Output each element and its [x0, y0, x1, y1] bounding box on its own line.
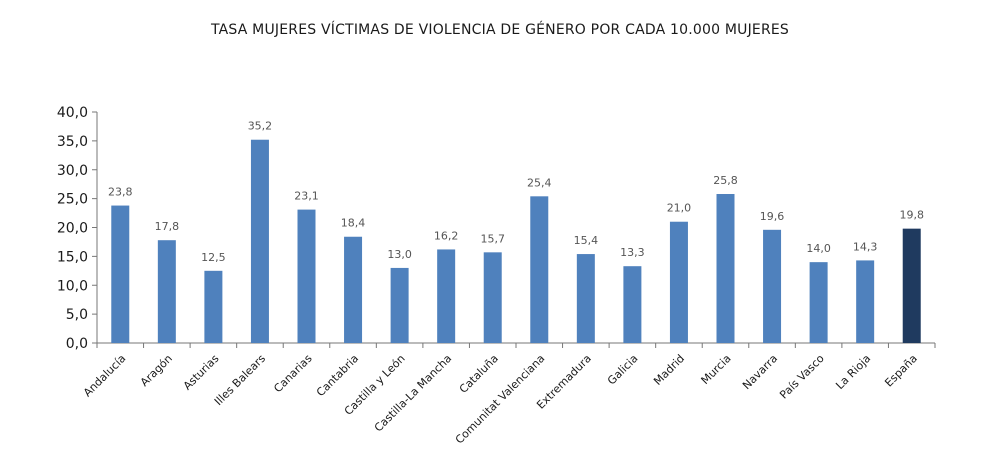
category-label: La Rioja [833, 352, 873, 392]
bar-illes-balears [250, 139, 269, 343]
data-label: 12,5 [201, 251, 226, 264]
data-label: 13,3 [620, 246, 645, 259]
bar-murcia [716, 194, 735, 343]
bar-castilla-la-mancha [437, 249, 456, 343]
bar-espa-a [902, 228, 921, 343]
category-label: Comunitat Valenciana [453, 352, 548, 447]
y-tick-label: 5,0 [66, 307, 88, 323]
data-label: 35,2 [248, 120, 273, 133]
bar-la-rioja [856, 260, 875, 343]
category-label: Madrid [651, 352, 687, 388]
bar-madrid [669, 221, 688, 343]
data-label: 14,0 [806, 242, 831, 255]
category-label: Cantabria [314, 352, 361, 399]
data-label: 13,0 [387, 248, 412, 261]
y-tick-label: 35,0 [57, 134, 88, 150]
bar-asturias [204, 270, 223, 343]
data-label: 16,2 [434, 229, 459, 242]
chart-title: TASA MUJERES VÍCTIMAS DE VIOLENCIA DE GÉ… [210, 22, 790, 38]
data-label: 23,1 [294, 190, 319, 203]
category-label: Navarra [740, 352, 780, 392]
data-label: 15,4 [574, 234, 599, 247]
category-label: Canarias [271, 352, 314, 395]
data-label: 18,4 [341, 217, 366, 230]
category-label: Murcia [699, 352, 734, 387]
category-label: Galicia [605, 352, 641, 388]
data-label: 25,4 [527, 176, 552, 189]
bar-galicia [623, 266, 642, 343]
category-label: País Vasco [777, 352, 827, 402]
category-label: Cataluña [457, 352, 501, 396]
data-label: 23,8 [108, 186, 133, 199]
data-label: 21,0 [667, 202, 692, 215]
bar-extremadura [576, 254, 595, 343]
data-label: 25,8 [713, 174, 738, 187]
bar-catalu-a [483, 252, 502, 343]
bar-canarias [297, 209, 316, 343]
y-tick-label: 10,0 [57, 278, 88, 294]
bar-arag-n [157, 240, 176, 343]
bar-pa-s-vasco [809, 262, 828, 343]
data-label: 14,3 [853, 240, 878, 253]
y-tick-label: 30,0 [57, 163, 88, 179]
data-label: 19,6 [760, 210, 785, 223]
y-tick-label: 20,0 [57, 221, 88, 237]
category-label: Asturias [181, 352, 222, 393]
y-tick-label: 15,0 [57, 249, 88, 265]
y-tick-label: 25,0 [57, 192, 88, 208]
y-tick-label: 40,0 [57, 105, 88, 121]
data-label: 19,8 [899, 209, 924, 222]
bar-navarra [763, 229, 782, 343]
bar-comunitat-valenciana [530, 196, 549, 343]
category-label: Castilla-La Mancha [372, 352, 455, 435]
category-label: España [882, 352, 920, 390]
bar-andaluc-a [111, 205, 130, 343]
data-label: 15,7 [480, 232, 505, 245]
y-tick-label: 0,0 [66, 336, 88, 352]
data-label: 17,8 [155, 220, 180, 233]
bar-cantabria [344, 236, 363, 343]
category-label: Andalucía [81, 352, 128, 399]
bar-castilla-y-le-n [390, 267, 409, 343]
category-label: Aragón [138, 352, 175, 389]
